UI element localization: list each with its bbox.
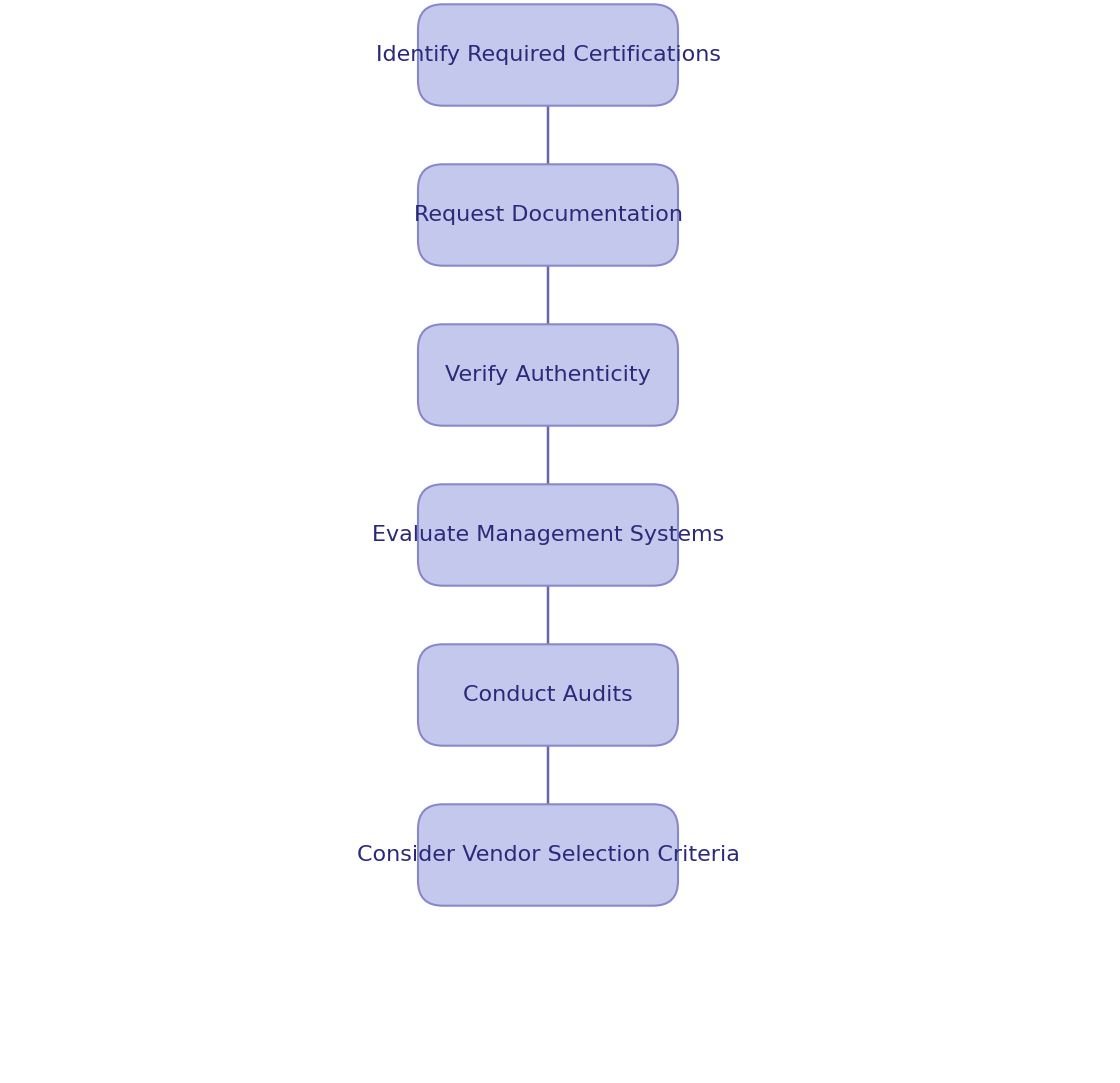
FancyBboxPatch shape xyxy=(418,644,678,746)
Text: Consider Vendor Selection Criteria: Consider Vendor Selection Criteria xyxy=(356,845,739,865)
FancyBboxPatch shape xyxy=(418,324,678,426)
FancyBboxPatch shape xyxy=(418,484,678,586)
Text: Verify Authenticity: Verify Authenticity xyxy=(445,365,651,384)
Text: Identify Required Certifications: Identify Required Certifications xyxy=(375,45,720,65)
Text: Request Documentation: Request Documentation xyxy=(413,205,682,225)
Text: Conduct Audits: Conduct Audits xyxy=(464,686,633,705)
FancyBboxPatch shape xyxy=(418,165,678,265)
Text: Evaluate Management Systems: Evaluate Management Systems xyxy=(372,525,725,545)
FancyBboxPatch shape xyxy=(418,4,678,106)
FancyBboxPatch shape xyxy=(418,805,678,905)
